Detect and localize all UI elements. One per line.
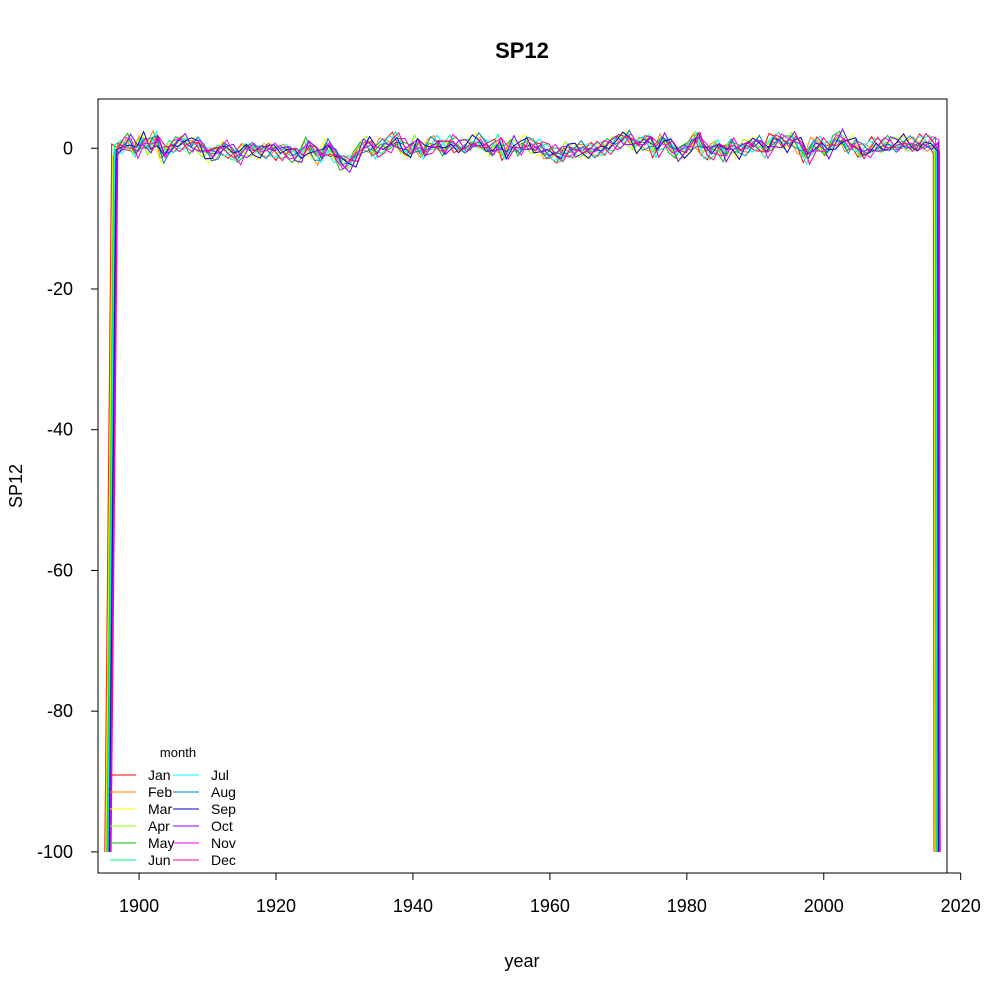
y-tick-label: -60 [47, 560, 73, 580]
legend-label-jan: Jan [148, 767, 171, 783]
series-line-may [106, 130, 937, 852]
legend-label-jul: Jul [211, 767, 229, 783]
legend-label-nov: Nov [211, 835, 236, 851]
x-tick-label: 1940 [393, 896, 433, 916]
x-tick-label: 2000 [804, 896, 844, 916]
chart-title: SP12 [495, 38, 549, 63]
series-line-mar [105, 130, 936, 852]
x-tick-label: 2020 [941, 896, 981, 916]
x-axis-label: year [504, 951, 539, 971]
series-line-jun [107, 130, 938, 852]
series-line-dec [110, 131, 941, 852]
y-tick-label: -40 [47, 420, 73, 440]
legend-label-sep: Sep [211, 801, 236, 817]
legend-label-aug: Aug [211, 784, 236, 800]
series-line-jul [107, 129, 938, 852]
x-tick-label: 1920 [256, 896, 296, 916]
y-tick-label: -80 [47, 701, 73, 721]
y-axis-label: SP12 [6, 464, 26, 508]
y-tick-label: -20 [47, 279, 73, 299]
legend-label-mar: Mar [148, 801, 172, 817]
series-line-oct [109, 128, 940, 852]
series-layer [104, 128, 941, 852]
x-tick-label: 1900 [119, 896, 159, 916]
series-line-sep [108, 130, 939, 852]
x-axis: 1900 1920 1940 1960 1980 2000 2020 [119, 872, 981, 916]
legend-label-feb: Feb [148, 784, 172, 800]
series-line-feb [104, 129, 936, 852]
legend-label-dec: Dec [211, 852, 236, 868]
series-line-nov [110, 132, 941, 852]
legend-label-apr: Apr [148, 818, 170, 834]
x-tick-label: 1960 [530, 896, 570, 916]
plot-frame [97, 98, 948, 874]
x-tick-label: 1980 [667, 896, 707, 916]
legend-label-may: May [148, 835, 174, 851]
series-line-aug [108, 129, 939, 852]
series-line-jan [104, 131, 935, 852]
legend-label-oct: Oct [211, 818, 233, 834]
y-tick-label: 0 [63, 138, 73, 158]
y-axis: 0 -20 -40 -60 -80 -100 [37, 138, 99, 862]
series-line-apr [106, 130, 937, 852]
y-tick-label: -100 [37, 842, 73, 862]
legend-title: month [160, 745, 196, 760]
legend-label-jun: Jun [148, 852, 171, 868]
